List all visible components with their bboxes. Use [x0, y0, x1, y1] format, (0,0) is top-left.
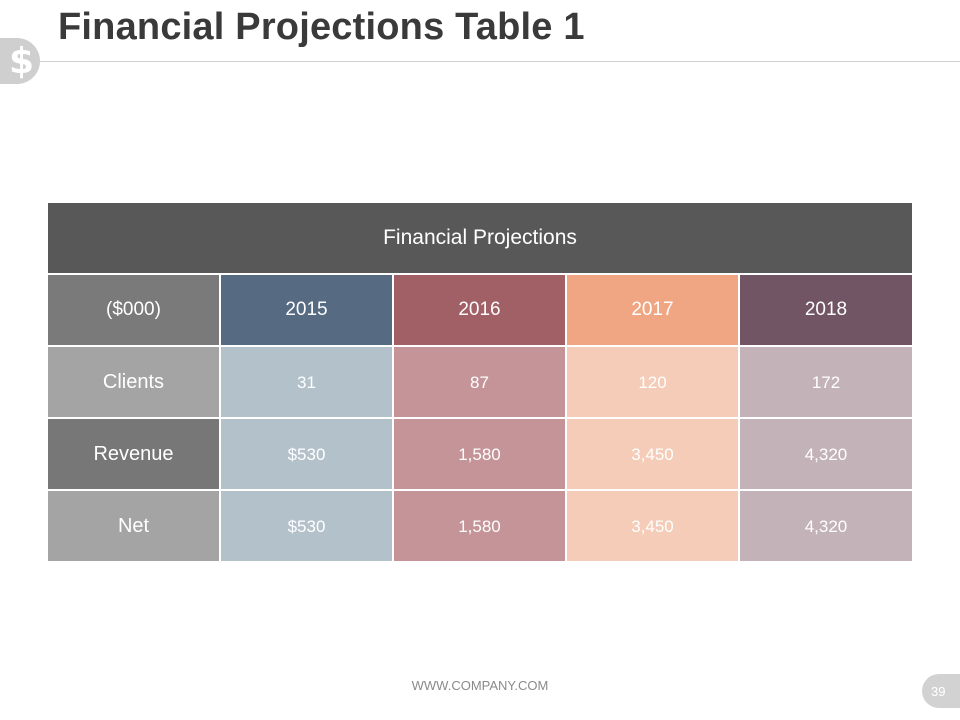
- table-header: Financial Projections: [48, 203, 912, 273]
- footer-url: WWW.COMPANY.COM: [411, 678, 549, 693]
- table-cell: 4,320: [740, 491, 912, 561]
- table-cell: 31: [221, 347, 392, 417]
- page-number-badge: 39: [922, 674, 960, 708]
- dollar-icon: $: [0, 38, 40, 84]
- year-2018-header: 2018: [740, 275, 912, 345]
- table-cell: 1,580: [394, 419, 565, 489]
- table-cell: 87: [394, 347, 565, 417]
- title-divider: [40, 61, 960, 62]
- row-label-net: Net: [48, 491, 219, 561]
- table-cell: 3,450: [567, 491, 738, 561]
- table-cell: 172: [740, 347, 912, 417]
- slide-title: Financial Projections Table 1: [58, 6, 585, 48]
- year-2016-header: 2016: [394, 275, 565, 345]
- row-label-revenue: Revenue: [48, 419, 219, 489]
- year-2017-header: 2017: [567, 275, 738, 345]
- table-cell: 1,580: [394, 491, 565, 561]
- page-number: 39: [931, 683, 946, 699]
- table-cell: $530: [221, 419, 392, 489]
- table-cell: 3,450: [567, 419, 738, 489]
- dollar-glyph: $: [8, 40, 34, 82]
- table-cell: $530: [221, 491, 392, 561]
- financial-projections-table: Financial Projections ($000) 2015 2016 2…: [48, 203, 912, 561]
- table-cell: 120: [567, 347, 738, 417]
- year-2015-header: 2015: [221, 275, 392, 345]
- row-label-clients: Clients: [48, 347, 219, 417]
- unit-label-cell: ($000): [48, 275, 219, 345]
- table-cell: 4,320: [740, 419, 912, 489]
